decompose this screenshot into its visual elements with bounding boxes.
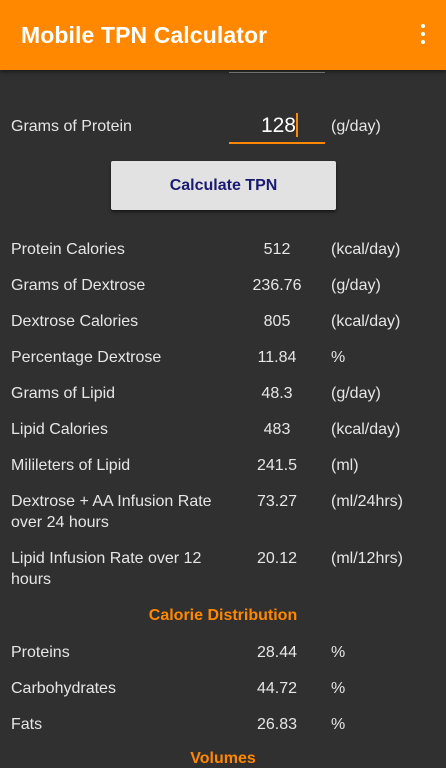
distribution-unit-fats: % <box>331 716 346 733</box>
scroll-content[interactable]: Grams of Protein 128 (g/day) Calculate T… <box>0 70 446 767</box>
app-bar: Mobile TPN Calculator <box>0 0 446 70</box>
result-value-lipid-infusion-rate: 20.12 <box>256 550 298 567</box>
distribution-unit-proteins: % <box>331 644 346 661</box>
result-label-grams-lipid: Grams of Lipid <box>11 385 116 402</box>
distribution-value-fats: 26.83 <box>256 716 298 733</box>
protein-input-label: Grams of Protein <box>11 118 132 135</box>
result-value-dextrose-aa-rate: 73.27 <box>256 493 298 510</box>
distribution-value-carbohydrates: 44.72 <box>256 680 298 697</box>
distribution-value-proteins: 28.44 <box>256 644 298 661</box>
protein-input[interactable]: 128 <box>229 110 325 144</box>
result-value-milliliters-lipid: 241.5 <box>256 457 298 474</box>
result-value-protein-calories: 512 <box>263 241 291 258</box>
calorie-distribution-header: Calorie Distribution <box>148 607 298 624</box>
result-unit-lipid-infusion-rate: (ml/12hrs) <box>331 550 404 567</box>
distribution-label-fats: Fats <box>11 716 43 733</box>
result-label-dextrose-aa-rate: Dextrose + AA Infusion Rate over 24 hour… <box>11 493 212 531</box>
overflow-menu-icon[interactable] <box>418 24 428 48</box>
result-label-milliliters-lipid: Milileters of Lipid <box>11 457 131 474</box>
result-value-dextrose-calories: 805 <box>263 313 291 330</box>
result-unit-dextrose-aa-rate: (ml/24hrs) <box>331 493 404 510</box>
volumes-header: Volumes <box>190 750 256 767</box>
result-value-lipid-calories: 483 <box>263 421 291 438</box>
protein-input-unit: (g/day) <box>331 118 381 135</box>
result-unit-grams-lipid: (g/day) <box>331 385 381 402</box>
result-unit-dextrose-calories: (kcal/day) <box>331 313 401 330</box>
distribution-label-proteins: Proteins <box>11 644 70 661</box>
previous-field-underline <box>229 72 325 73</box>
text-cursor <box>296 113 298 137</box>
result-label-dextrose-calories: Dextrose Calories <box>11 313 139 330</box>
protein-input-value: 128 <box>260 114 296 137</box>
app-title: Mobile TPN Calculator <box>21 22 268 48</box>
distribution-unit-carbohydrates: % <box>331 680 346 697</box>
result-value-percentage-dextrose: 11.84 <box>257 349 297 366</box>
result-unit-grams-dextrose: (g/day) <box>331 277 381 294</box>
result-label-percentage-dextrose: Percentage Dextrose <box>11 349 162 366</box>
distribution-label-carbohydrates: Carbohydrates <box>11 680 116 697</box>
result-value-grams-lipid: 48.3 <box>261 385 293 402</box>
result-label-lipid-calories: Lipid Calories <box>11 421 108 438</box>
result-label-lipid-infusion-rate: Lipid Infusion Rate over 12 hours <box>11 550 202 588</box>
calculate-tpn-button[interactable]: Calculate TPN <box>111 161 336 210</box>
result-label-protein-calories: Protein Calories <box>11 241 125 258</box>
result-unit-percentage-dextrose: % <box>331 349 346 366</box>
result-unit-lipid-calories: (kcal/day) <box>331 421 401 438</box>
result-unit-protein-calories: (kcal/day) <box>331 241 401 258</box>
result-label-grams-dextrose: Grams of Dextrose <box>11 277 146 294</box>
result-value-grams-dextrose: 236.76 <box>252 277 302 294</box>
result-unit-milliliters-lipid: (ml) <box>331 457 359 474</box>
